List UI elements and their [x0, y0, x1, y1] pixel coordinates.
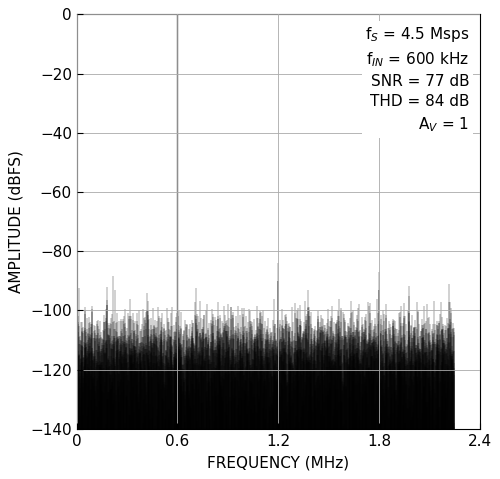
- Y-axis label: AMPLITUDE (dBFS): AMPLITUDE (dBFS): [8, 150, 24, 293]
- Text: f$_S$ = 4.5 Msps
f$_{IN}$ = 600 kHz
SNR = 77 dB
THD = 84 dB
A$_V$ = 1: f$_S$ = 4.5 Msps f$_{IN}$ = 600 kHz SNR …: [365, 25, 470, 135]
- X-axis label: FREQUENCY (MHz): FREQUENCY (MHz): [207, 456, 349, 471]
